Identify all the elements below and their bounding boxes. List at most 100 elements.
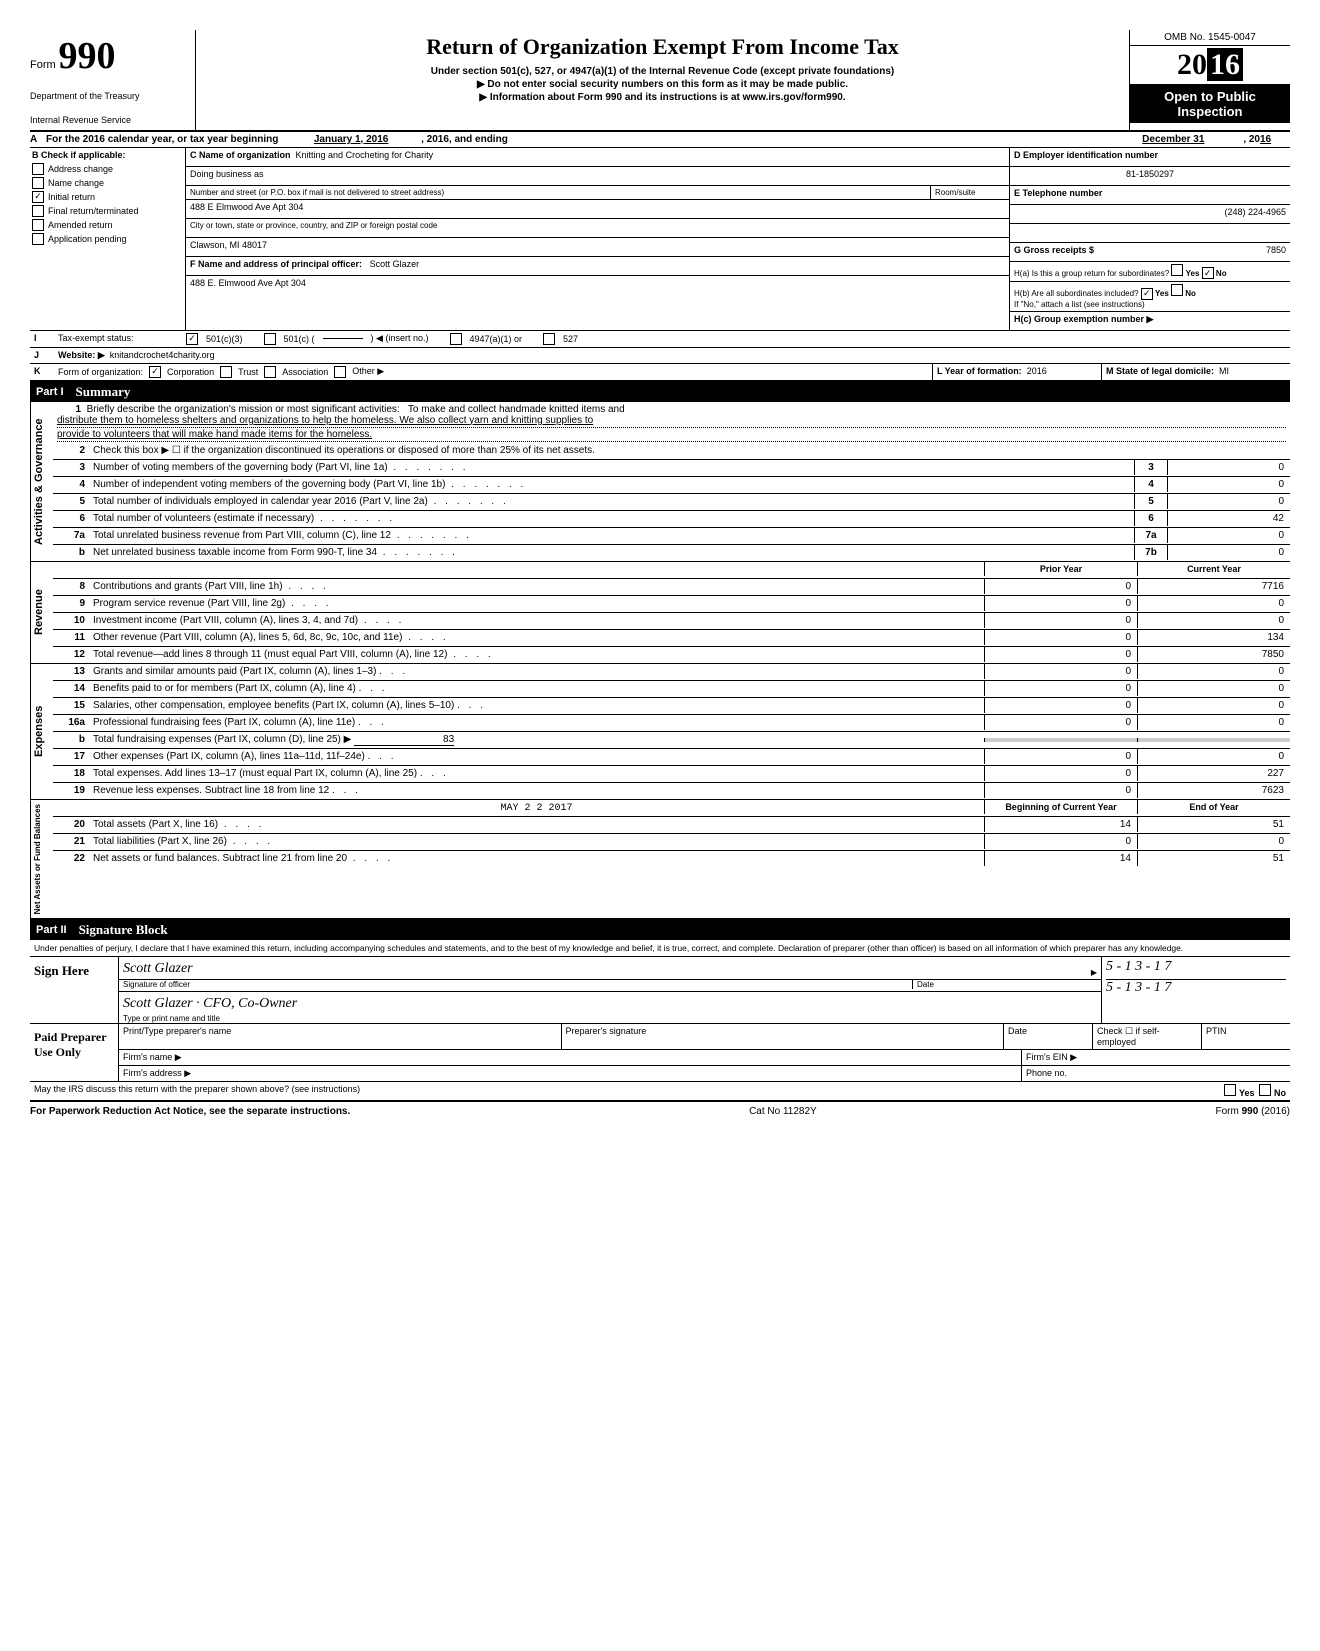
tax-year-end: December 31 [1103,134,1243,145]
label-a: A [30,134,46,145]
state-domicile: MI [1219,366,1229,376]
paid-preparer-row: Paid Preparer Use Only Print/Type prepar… [30,1024,1290,1082]
chk-name-change[interactable]: Name change [30,176,185,190]
rev-line-11: 11Other revenue (Part VIII, column (A), … [53,630,1290,647]
hb-no[interactable] [1171,284,1183,296]
exp-line-13: 13Grants and similar amounts paid (Part … [53,664,1290,681]
hb-yes[interactable]: ✓ [1141,288,1153,300]
gov-line-5: 5Total number of individuals employed in… [53,494,1290,511]
omb-number: OMB No. 1545-0047 [1130,30,1290,46]
org-street: 488 E Elmwood Ave Apt 304 [190,202,303,212]
sign-here-label: Sign Here [30,957,119,1023]
exp-line-16a: 16aProfessional fundraising fees (Part I… [53,715,1290,732]
row-k: K Form of organization: ✓Corporation Tru… [30,364,1290,382]
form-header: Form 990 Department of the Treasury Inte… [30,30,1290,132]
side-expenses: Expenses [30,664,53,799]
part-1-header: Part I Summary [30,382,1290,402]
footer-left: For Paperwork Reduction Act Notice, see … [30,1106,350,1117]
dept-treasury: Department of the Treasury [30,92,185,102]
col-right: D Employer identification number 81-1850… [1010,148,1290,330]
chk-501c3[interactable]: ✓ [186,333,198,345]
sig-date-2: 5 - 1 3 - 1 7 [1106,980,1286,1000]
discuss-no[interactable] [1259,1084,1271,1096]
exp-line-18: 18Total expenses. Add lines 13–17 (must … [53,766,1290,783]
gov-line-3: 3Number of voting members of the governi… [53,460,1290,477]
section-b-to-h: B Check if applicable: Address change Na… [30,148,1290,331]
sign-here-row: Sign Here Scott Glazer ▶ Signature of of… [30,957,1290,1024]
principal-officer: Scott Glazer [370,259,420,269]
form-number: 990 [58,35,115,77]
col-org: C Name of organization Knitting and Croc… [186,148,1010,330]
org-name: Knitting and Crocheting for Charity [296,150,434,160]
main-title: Return of Organization Exempt From Incom… [204,34,1121,60]
gross-receipts: 7850 [1266,245,1286,259]
chk-assoc[interactable] [264,366,276,378]
chk-527[interactable] [543,333,555,345]
side-revenue: Revenue [30,562,53,663]
paid-preparer-label: Paid Preparer Use Only [30,1024,119,1081]
ha-yes[interactable] [1171,264,1183,276]
side-net: Net Assets or Fund Balances [30,800,53,918]
officer-name-typed: Scott Glazer · CFO, Co-Owner [123,996,297,1012]
gov-line-b: bNet unrelated business taxable income f… [53,545,1290,561]
tax-year-yr: 16 [1260,134,1290,145]
year-prefix: 20 [1177,48,1207,81]
tax-year: 2016 [1130,46,1290,85]
exp-line-b: bTotal fundraising expenses (Part IX, co… [53,732,1290,749]
rev-line-12: 12Total revenue—add lines 8 through 11 (… [53,647,1290,663]
col-b-checks: B Check if applicable: Address change Na… [30,148,186,330]
chk-4947[interactable] [450,333,462,345]
org-city: Clawson, MI 48017 [190,240,267,250]
net-line-22: 22Net assets or fund balances. Subtract … [53,851,1290,867]
officer-address: 488 E. Elmwood Ave Apt 304 [190,278,306,288]
chk-amended-return[interactable]: Amended return [30,218,185,232]
side-governance: Activities & Governance [30,402,53,561]
chk-trust[interactable] [220,366,232,378]
footer-right: Form 990 (2016) [1216,1106,1290,1117]
discuss-yes[interactable] [1224,1084,1236,1096]
open-to-public: Open to Public Inspection [1130,85,1290,123]
line-2: Check this box ▶ ☐ if the organization d… [89,443,1290,458]
gov-line-4: 4Number of independent voting members of… [53,477,1290,494]
sub-line-2: ▶ Do not enter social security numbers o… [204,79,1121,90]
tax-year-begin: January 1, 2016 [281,134,421,145]
exp-line-15: 15Salaries, other compensation, employee… [53,698,1290,715]
rev-line-10: 10Investment income (Part VIII, column (… [53,613,1290,630]
year-suffix: 16 [1207,48,1243,81]
form-word: Form [30,59,56,71]
chk-initial-return[interactable]: ✓Initial return [30,190,185,204]
dept-irs: Internal Revenue Service [30,116,185,126]
line-1-mission: 1 Briefly describe the organization's mi… [53,402,1290,442]
chk-application-pending[interactable]: Application pending [30,232,185,246]
chk-other[interactable] [334,366,346,378]
sect-net-assets: Net Assets or Fund Balances MAY 2 2 2017… [30,800,1290,920]
chk-corp[interactable]: ✓ [149,366,161,378]
telephone: (248) 224-4965 [1010,205,1290,224]
subtitle: Under section 501(c), 527, or 4947(a)(1)… [204,66,1121,77]
part-2-header: Part II Signature Block [30,920,1290,940]
gov-line-6: 6Total number of volunteers (estimate if… [53,511,1290,528]
chk-501c[interactable] [264,333,276,345]
footer: For Paperwork Reduction Act Notice, see … [30,1102,1290,1117]
net-line-20: 20Total assets (Part X, line 16) . . . .… [53,817,1290,834]
year-formation: 2016 [1027,366,1047,376]
sect-revenue: Revenue Prior YearCurrent Year 8Contribu… [30,562,1290,664]
row-i: I Tax-exempt status: ✓501(c)(3) 501(c) (… [30,331,1290,348]
rev-line-8: 8Contributions and grants (Part VIII, li… [53,579,1290,596]
row-a: A For the 2016 calendar year, or tax yea… [30,132,1290,148]
title-box: Return of Organization Exempt From Incom… [196,30,1129,130]
gov-line-7a: 7aTotal unrelated business revenue from … [53,528,1290,545]
net-line-21: 21Total liabilities (Part X, line 26) . … [53,834,1290,851]
sig-caption: Under penalties of perjury, I declare th… [30,940,1290,957]
ein: 81-1850297 [1010,167,1290,186]
sect-expenses: Expenses 13Grants and similar amounts pa… [30,664,1290,800]
row-j: J Website: ▶ knitandcrochet4charity.org [30,348,1290,364]
chk-final-return[interactable]: Final return/terminated [30,204,185,218]
ha-no[interactable]: ✓ [1202,267,1214,279]
chk-address-change[interactable]: Address change [30,162,185,176]
sect-governance: Activities & Governance 1 Briefly descri… [30,402,1290,562]
exp-line-19: 19Revenue less expenses. Subtract line 1… [53,783,1290,799]
footer-mid: Cat No 11282Y [749,1106,817,1117]
year-box: OMB No. 1545-0047 2016 Open to Public In… [1129,30,1290,130]
exp-line-14: 14Benefits paid to or for members (Part … [53,681,1290,698]
